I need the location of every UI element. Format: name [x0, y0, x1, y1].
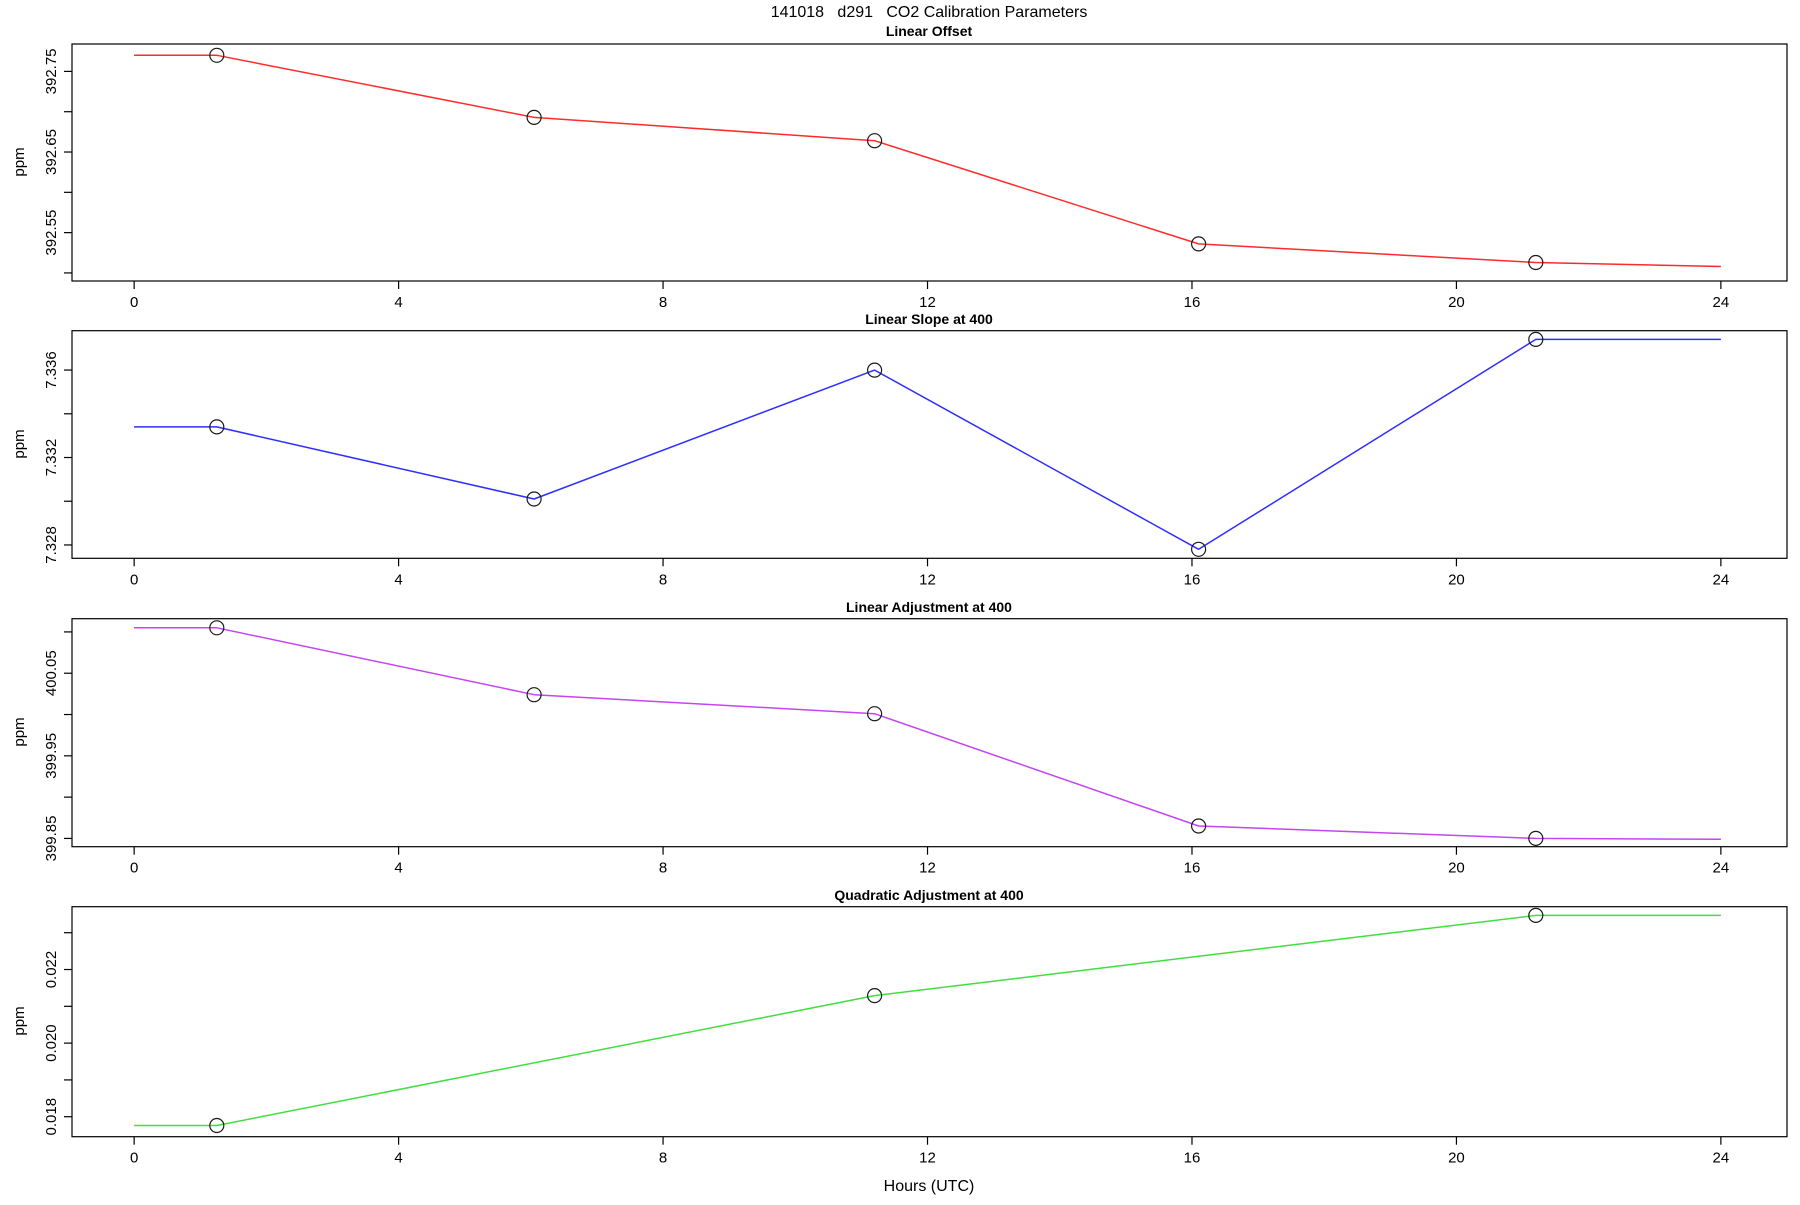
series-line [134, 914, 1721, 1127]
plot-box [71, 43, 1788, 282]
data-point-marker [866, 987, 883, 1004]
data-point-marker [1528, 331, 1544, 347]
x-tick-label: 24 [1713, 1150, 1730, 1167]
series-line [134, 54, 1721, 268]
panel-quadratic-adjustment: Quadratic Adjustment at 400 ppm 0.0180.0… [11, 887, 1788, 1167]
x-tick-label: 20 [1448, 860, 1465, 877]
x-tick-label: 24 [1713, 860, 1730, 877]
x-tick-label: 4 [394, 1150, 402, 1167]
data-point-marker [866, 362, 883, 378]
y-tick-label: 0.018 [43, 1098, 60, 1136]
x-tick-label: 20 [1448, 1150, 1465, 1167]
panel-linear-adjustment: Linear Adjustment at 400 ppm 399.85 399.9… [11, 599, 1788, 877]
data-point-marker [866, 133, 883, 149]
data-point-marker [209, 620, 225, 636]
plot-area-quadratic-adjustment: 0.018 0.020 0.022 0 4 8 12 16 20 24 [43, 906, 1788, 1167]
y-tick-label: 0.020 [43, 1024, 60, 1062]
data-point-marker [209, 1117, 225, 1134]
panel-title-quadratic-adjustment: Quadratic Adjustment at 400 [834, 887, 1024, 903]
x-tick-label: 12 [919, 571, 936, 588]
y-axis-label-ppm-4: ppm [11, 1006, 28, 1035]
series-line [134, 627, 1721, 841]
x-tick-label: 0 [130, 860, 138, 877]
series-line [134, 338, 1721, 551]
y-tick-label: 392.65 [43, 129, 60, 175]
x-tick-label: 4 [394, 571, 402, 588]
data-point-marker [1528, 254, 1544, 271]
data-point-marker [526, 491, 542, 507]
x-tick-label: 20 [1448, 571, 1465, 588]
x-tick-label: 8 [659, 1150, 667, 1167]
x-tick-label: 4 [394, 860, 402, 877]
panel-title-linear-offset: Linear Offset [886, 23, 973, 39]
x-tick-label: 16 [1184, 1150, 1201, 1167]
x-tick-label: 0 [130, 571, 138, 588]
y-tick-label: 7.328 [43, 526, 60, 564]
y-tick-label: 399.85 [43, 815, 60, 861]
data-point-marker [1528, 830, 1544, 847]
x-tick-label: 24 [1713, 294, 1730, 311]
x-tick-label: 12 [919, 860, 936, 877]
y-tick-label: 399.95 [43, 733, 60, 779]
data-point-marker [1528, 907, 1544, 924]
data-point-marker [1190, 236, 1207, 252]
data-point-marker [209, 419, 225, 435]
panel-linear-slope: Linear Slope at 400 ppm 7.328 7.332 7.336 0… [11, 311, 1788, 588]
data-point-marker [209, 47, 225, 63]
x-axis-label: Hours (UTC) [884, 1178, 975, 1195]
x-tick-label: 12 [919, 294, 936, 311]
plot-box [71, 906, 1788, 1138]
x-tick-label: 8 [659, 571, 667, 588]
plot-box [71, 330, 1788, 559]
y-tick-label: 392.55 [43, 210, 60, 256]
data-point-marker [526, 687, 542, 703]
x-tick-label: 12 [919, 1150, 936, 1167]
y-axis-label-ppm-3: ppm [11, 717, 28, 746]
y-tick-label: 7.336 [43, 351, 60, 389]
y-tick-label: 0.022 [43, 951, 60, 989]
x-tick-label: 8 [659, 294, 667, 311]
data-point-marker [1190, 818, 1207, 834]
x-tick-label: 8 [659, 860, 667, 877]
y-tick-label: 392.75 [43, 48, 60, 94]
x-tick-label: 16 [1184, 860, 1201, 877]
x-tick-label: 24 [1713, 571, 1730, 588]
x-tick-label: 0 [130, 294, 138, 311]
panel-title-linear-slope: Linear Slope at 400 [865, 311, 993, 327]
y-axis-label-ppm-1: ppm [11, 147, 28, 176]
plot-area-linear-slope: 7.328 7.332 7.336 0 4 8 12 16 20 24 [43, 330, 1788, 588]
plot-area-linear-offset: 392.55 392.65 392.75 0 4 8 12 16 20 24 [43, 43, 1788, 311]
panel-linear-offset: Linear Offset ppm 392.55 392.65 392.75 0 4 8 1… [11, 23, 1788, 311]
y-tick-label: 400.05 [43, 650, 60, 696]
panel-title-linear-adjustment: Linear Adjustment at 400 [846, 599, 1012, 615]
x-tick-label: 0 [130, 1150, 138, 1167]
data-point-marker [526, 109, 542, 126]
x-tick-label: 4 [394, 294, 402, 311]
y-tick-label: 7.332 [43, 439, 60, 477]
main-title: 141018 d291 CO2 Calibration Parameters [771, 4, 1088, 21]
data-point-marker [1190, 541, 1207, 557]
x-tick-label: 16 [1184, 294, 1201, 311]
plot-box [71, 618, 1788, 848]
y-axis-label-ppm-2: ppm [11, 429, 28, 458]
data-point-marker [866, 706, 883, 722]
x-tick-label: 16 [1184, 571, 1201, 588]
plot-area-linear-adjustment: 399.85 399.95 400.05 0 4 8 12 16 20 24 [43, 618, 1788, 877]
x-tick-label: 20 [1448, 294, 1465, 311]
